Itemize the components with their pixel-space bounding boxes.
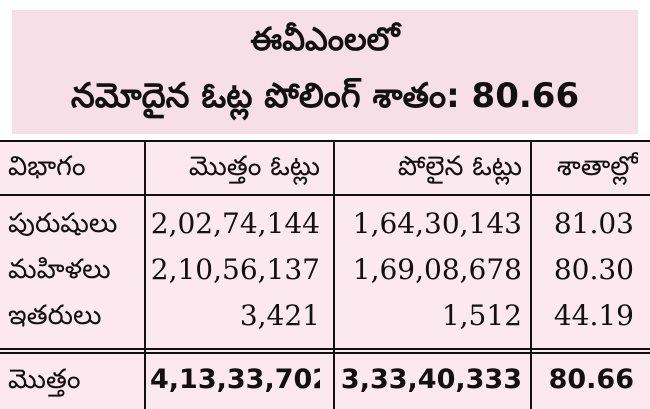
row-women-label: మహిళలు [8, 254, 111, 285]
row-others-percent: 44.19 [553, 299, 634, 332]
polling-table: విభాగం మొత్తం ఓట్లు పోలైన ఓట్లు శాతాల్లో… [0, 140, 650, 409]
header-polled-votes: పోలైన ఓట్లు [397, 151, 522, 182]
title-line-2: నమోదైన ఓట్ల పోలింగ్ శాతం: 80.66 [70, 76, 580, 116]
col-divider-3 [530, 140, 532, 409]
row-women-total: 2,10,56,137 [150, 253, 320, 286]
col-divider-1 [144, 140, 146, 409]
rule-header [0, 194, 650, 196]
row-men-polled: 1,64,30,143 [352, 207, 522, 240]
total-percent: 80.66 [548, 364, 634, 395]
row-others-total: 3,421 [239, 299, 320, 332]
header-total-votes: మొత్తం ఓట్లు [188, 151, 320, 182]
row-women-polled: 1,69,08,678 [352, 253, 522, 286]
col-divider-2 [333, 140, 335, 409]
total-label: మొత్తం [8, 364, 81, 395]
total-polled: 3,33,40,333 [340, 364, 522, 395]
row-others-label: ఇతరులు [8, 300, 102, 331]
rule-top [0, 140, 650, 142]
row-men-total: 2,02,74,144 [150, 207, 320, 240]
title-line-1: ఈవీఎంలలో [250, 20, 400, 58]
rule-total-2 [0, 352, 650, 354]
total-votes: 4,13,33,702 [150, 364, 320, 395]
rule-total-1 [0, 348, 650, 350]
title-banner: ఈవీఎంలలో నమోదైన ఓట్ల పోలింగ్ శాతం: 80.66 [12, 10, 638, 134]
row-men-label: పురుషులు [8, 208, 118, 239]
row-others-polled: 1,512 [441, 299, 522, 332]
header-category: విభాగం [8, 151, 86, 182]
header-percent: శాతాల్లో [556, 151, 638, 182]
row-men-percent: 81.03 [553, 207, 634, 240]
row-women-percent: 80.30 [553, 253, 634, 286]
